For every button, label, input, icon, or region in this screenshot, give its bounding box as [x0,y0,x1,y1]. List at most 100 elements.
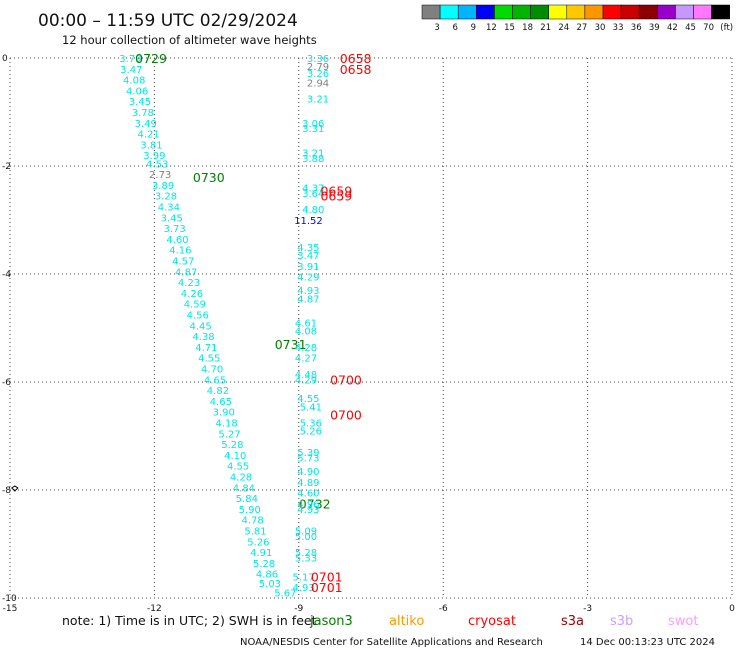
wave-height-label: 4.26 [181,289,203,300]
satellite-key-jason3: jason3 [309,614,353,629]
wave-height-label: 4.27 [295,354,317,365]
pass-time-label: 0700 [330,372,362,387]
legend-swatch [638,4,658,20]
wave-height-label: 4.60 [166,235,188,246]
legend-swatch [566,4,586,20]
wave-height-label: 4.70 [201,365,223,376]
wave-height-label: 4.29 [295,375,317,386]
wave-height-label: 4.18 [215,419,237,430]
wave-height-label: 4.29 [297,273,319,284]
wave-height-label: 4.08 [123,76,145,87]
wave-height-label: 3.21 [302,149,324,160]
wave-height-label: 5.39 [297,448,319,459]
wave-height-label: 4.65 [204,375,226,386]
pass-time-label: 0659 [320,183,352,198]
wave-height-label: 4.28 [230,473,252,484]
legend-label: 21 [540,23,551,33]
wave-height-label: 3.26 [307,69,329,80]
legend-label: 42 [667,23,678,33]
wave-height-label: 3.99 [143,151,165,162]
wave-height-label: 4.53 [146,159,168,170]
wave-height-label: 4.96 [297,500,319,511]
wave-height-label: 2.73 [149,170,171,181]
pass-time-label: 0731 [275,337,307,352]
wave-height-label: 3.73 [163,224,185,235]
wave-height-label: 5.28 [221,440,243,451]
wave-height-label: 4.78 [241,516,263,527]
satellite-key-s3b: s3b [610,614,633,629]
wave-height-label: 5.81 [244,527,266,538]
satellite-key: jason3 altiko cryosat s3a s3b swot [309,614,698,629]
legend-label: 45 [685,23,696,33]
wave-height-label: 4.80 [302,205,324,216]
wave-height-label: 4.82 [207,386,229,397]
wave-height-label: 2.94 [307,78,329,89]
wave-height-label: 5.17 [292,572,314,583]
wave-height-label: 5.33 [295,554,317,565]
wave-height-label: 3.79 [119,54,141,65]
wave-height-label: 4.59 [184,300,206,311]
wave-height-label: 3.47 [297,251,319,262]
pass-time-label: 0729 [135,51,167,66]
wave-height-label: 4.65 [210,397,232,408]
wave-height-label: 5.41 [300,402,322,413]
y-tick-label: -2 [2,162,11,172]
wave-height-label: 5.26 [247,537,269,548]
footer-timestamp: 14 Dec 00:13:23 UTC 2024 [580,637,715,648]
y-tick-label: -6 [2,378,11,388]
pass-time-label: 0659 [320,189,352,204]
wave-height-label: 4.90 [297,467,319,478]
wave-height-label: 4.10 [224,451,246,462]
wave-height-label: 4.08 [295,327,317,338]
page-subtitle: 12 hour collection of altimeter wave hei… [62,33,317,47]
wave-height-label: 3.31 [302,124,324,135]
legend-label: (ft) [720,23,733,33]
wave-height-label: 3.90 [213,408,235,419]
legend-swatch [494,4,513,20]
footer-credit: NOAA/NESDIS Center for Satellite Applica… [240,637,543,648]
wave-height-label: 3.64 [302,189,324,200]
legend-swatch [548,4,568,20]
legend-swatch [657,4,676,20]
legend-label: 27 [576,23,587,33]
wave-height-label: 4.89 [297,478,319,489]
wave-height-label: 5.27 [218,429,240,440]
y-tick-label: -10 [2,594,17,604]
wave-height-label: 2.79 [307,62,329,73]
legend-swatch [512,4,531,20]
track-jason3: 3.793.474.084.063.453.783.494.213.813.99… [119,51,330,600]
legend-label: 15 [504,23,515,33]
wave-height-label: 4.21 [137,130,159,141]
map-plot-area: -15 -12 -9 -6 -3 00-2-4-6-8-10 3.793.474.084.… [2,51,735,614]
wave-height-label: 5.90 [239,505,261,516]
legend-swatch [457,4,477,20]
y-tick-label: 0 [2,54,8,64]
wave-height-label: 5.73 [297,454,319,465]
satellite-key-altiko: altiko [389,614,424,629]
wave-height-label: 3.49 [135,119,157,130]
legend-swatch [711,4,730,20]
wave-height-label: 3.91 [297,262,319,273]
wave-height-label: 3.21 [307,95,329,106]
y-tick-label: -8 [2,486,11,496]
wave-height-label: 4.93 [297,286,319,297]
legend-label: 18 [522,23,533,33]
pass-time-label: 0700 [330,407,362,422]
legend-swatch [476,4,495,20]
pass-time-label: 0658 [340,51,372,66]
wave-height-label: 5.26 [300,427,322,438]
satellite-key-s3a: s3a [561,614,584,629]
wave-height-label: 4.55 [227,462,249,473]
wave-height-label: 3.47 [120,65,142,76]
x-tick-label: 0 [729,604,735,614]
map-frame [10,58,732,598]
legend-swatch [675,4,694,20]
x-tick-label: -3 [583,604,592,614]
wave-height-label: 5.84 [236,494,258,505]
wave-height-label: 4.60 [297,489,319,500]
legend-label: 3 [434,23,439,33]
legend-label: 9 [471,23,476,33]
wave-height-label: 4.84 [233,483,255,494]
x-tick-label: -9 [294,604,303,614]
